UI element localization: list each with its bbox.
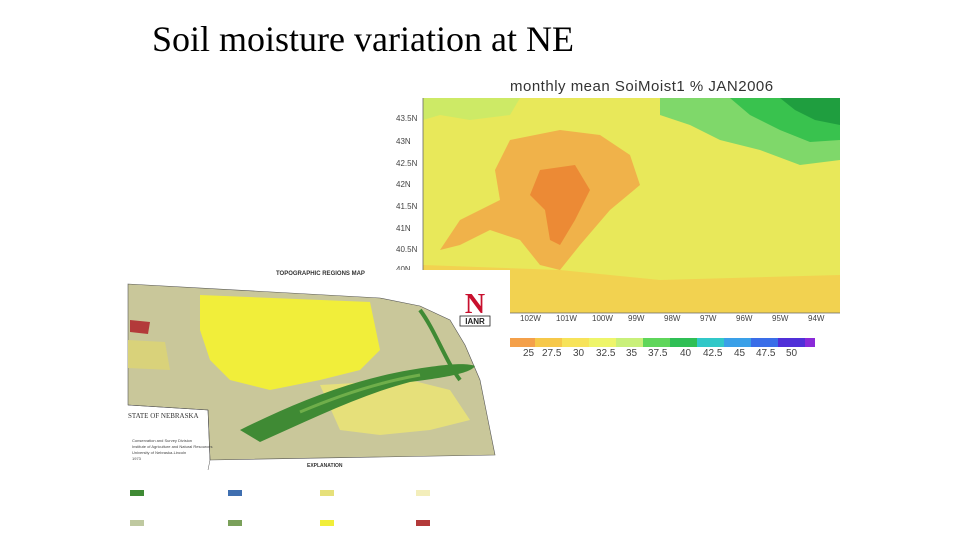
colorbar-label: 27.5 (542, 348, 562, 359)
lon-label: 97W (700, 314, 717, 323)
lon-label: 95W (772, 314, 789, 323)
lon-label: 100W (592, 314, 613, 323)
lat-label: 41N (396, 224, 411, 233)
credit-line: University of Nebraska-Lincoln (132, 450, 187, 455)
topographic-regions-map (120, 270, 510, 540)
credit-line: Conservation and Survey Division (132, 438, 193, 443)
logo-letter: N (465, 289, 485, 320)
lon-label: 102W (520, 314, 541, 323)
explanation-title: EXPLANATION (307, 463, 343, 469)
map-legend (130, 490, 430, 526)
moisture-map-title: monthly mean SoiMoist1 % JAN2006 (510, 78, 774, 95)
colorbar-label: 47.5 (756, 348, 776, 359)
lat-label: 42.5N (396, 159, 418, 168)
colorbar-label: 25 (523, 348, 535, 359)
lon-label: 101W (556, 314, 577, 323)
state-label: STATE OF NEBRASKA (128, 412, 199, 420)
slide-title: Soil moisture variation at NE (152, 19, 574, 59)
lon-label: 96W (736, 314, 753, 323)
lat-label: 42N (396, 180, 411, 189)
colorbar-label: 35 (626, 348, 638, 359)
logo-text: IANR (465, 317, 485, 326)
lat-label: 41.5N (396, 202, 418, 211)
colorbar-label: 45 (734, 348, 746, 359)
lat-label: 40.5N (396, 245, 418, 254)
ianr-logo: N IANR (459, 289, 491, 327)
colorbar (508, 338, 815, 347)
lon-label: 98W (664, 314, 681, 323)
colorbar-label: 30 (573, 348, 585, 359)
topo-map-title: TOPOGRAPHIC REGIONS MAP (276, 271, 365, 277)
colorbar-label: 37.5 (648, 348, 668, 359)
lat-label: 43.5N (396, 114, 418, 123)
lon-label: 99W (628, 314, 645, 323)
colorbar-label: 40 (680, 348, 692, 359)
lat-label: 43N (396, 137, 411, 146)
credit-line: 1973 (132, 456, 141, 461)
lat-label: 40N (396, 265, 411, 274)
lon-label: 94W (808, 314, 825, 323)
credit-line: Institute of Agriculture and Natural Res… (132, 444, 213, 449)
colorbar-label: 32.5 (596, 348, 616, 359)
colorbar-label: 42.5 (703, 348, 723, 359)
colorbar-label: 50 (786, 348, 798, 359)
